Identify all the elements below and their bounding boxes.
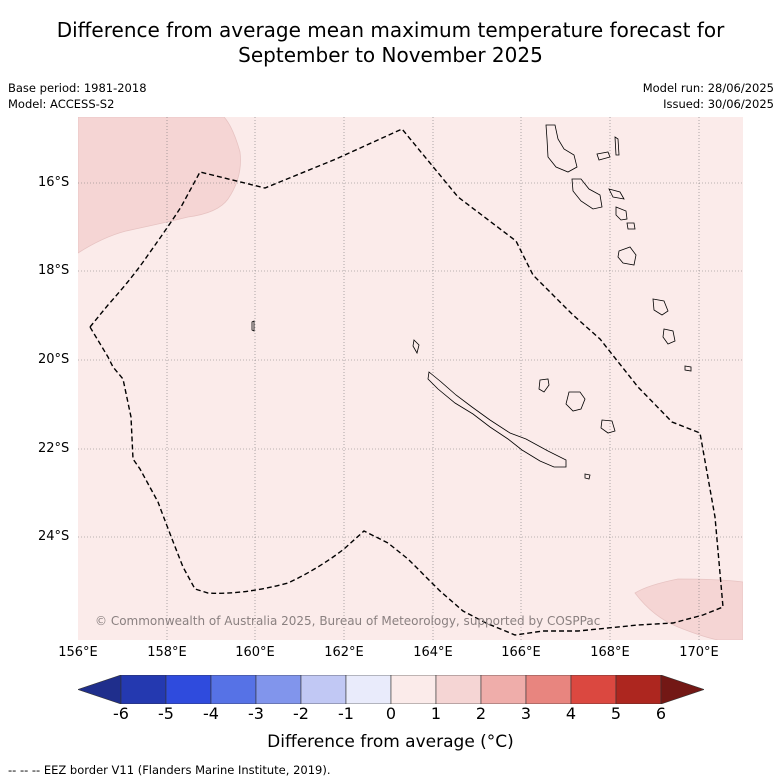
lat-label-22s: 22°S [38,441,70,456]
graticule [78,117,743,640]
colorbar-tick-label: 4 [565,704,577,723]
island-mare [600,419,616,434]
lon-label-170e: 170°E [679,645,719,660]
lat-label-24s: 24°S [38,529,70,544]
island-lifou [565,391,586,412]
chart-title: Difference from average mean maximum tem… [0,18,781,68]
colorbar-tick-label: -5 [158,704,174,723]
colorbar-tick-label: 6 [655,704,667,723]
lon-label-168e: 168°E [590,645,630,660]
colorbar-segment [480,675,527,704]
island-tanna [662,328,676,345]
issued-date: Issued: 30/06/2025 [663,97,774,111]
colorbar-segment [570,675,617,704]
colorbar-segment [435,675,482,704]
colorbar-tick-label: -6 [113,704,129,723]
colorbar-tick-label: -1 [338,704,354,723]
colorbar-segment [615,675,662,704]
island-maewo [614,136,620,156]
colorbar-segment [120,675,167,704]
island-epi [615,206,628,221]
colorbar-tick-label: 5 [610,704,622,723]
map-canvas [78,117,743,640]
island-chesterfield [251,320,255,332]
colorbar-tick-label: -3 [248,704,264,723]
colorbar-tick-label: -2 [293,704,309,723]
colorbar-tick-label: -4 [203,704,219,723]
lat-label-18s: 18°S [38,263,70,278]
colorbar-segment [255,675,302,704]
island-erromango [652,298,669,316]
colorbar-tick-label: 1 [430,704,442,723]
island-ambae [596,151,611,161]
model-run: Model run: 28/06/2025 [642,81,774,95]
lat-label-20s: 20°S [38,352,70,367]
island-espiritu-santo [545,124,578,173]
title-line-1: Difference from average mean maximum tem… [56,18,725,42]
lon-label-162e: 162°E [324,645,364,660]
island-pentecost [608,188,625,200]
colorbar-tick-label: 2 [475,704,487,723]
lon-label-164e: 164°E [413,645,453,660]
colorbar-extend-high [660,675,704,704]
anomaly-region-northwest [78,117,241,254]
lon-label-158e: 158°E [147,645,187,660]
lon-label-156e: 156°E [58,645,98,660]
island-new-caledonia [427,371,567,468]
map-panel [78,117,743,640]
lat-label-16s: 16°S [38,175,70,190]
colorbar-extend-low [78,675,122,704]
anomaly-region-southeast [634,578,743,640]
base-period: Base period: 1981-2018 [8,81,147,95]
colorbar-tick-label: 0 [385,704,397,723]
colorbar-segment [345,675,392,704]
title-line-2: September to November 2025 [238,43,543,67]
colorbar-segment [525,675,572,704]
meta-right: Model run: 28/06/2025 Issued: 30/06/2025 [643,80,774,112]
island-shepherds [626,222,636,230]
colorbar-segment [165,675,212,704]
copyright-credit: © Commonwealth of Australia 2025, Bureau… [95,614,601,628]
island-walpole [584,473,591,480]
colorbar-label: Difference from average (°C) [267,732,514,752]
meta-left: Base period: 1981-2018 Model: ACCESS-S2 [8,80,147,112]
colorbar-tick-label: 3 [520,704,532,723]
island-malakula [571,178,603,210]
lon-label-160e: 160°E [235,645,275,660]
island-efate [617,246,637,266]
island-aneityum [684,365,692,372]
colorbar-segment [210,675,257,704]
colorbar-segment [300,675,347,704]
colorbar-segment [390,675,437,704]
colorbar [78,675,704,704]
island-belep [412,339,420,355]
lon-label-166e: 166°E [501,645,541,660]
model-name: Model: ACCESS-S2 [8,97,115,111]
island-ouvea [538,378,550,393]
eez-footnote: -- -- -- EEZ border V11 (Flanders Marine… [8,763,331,777]
